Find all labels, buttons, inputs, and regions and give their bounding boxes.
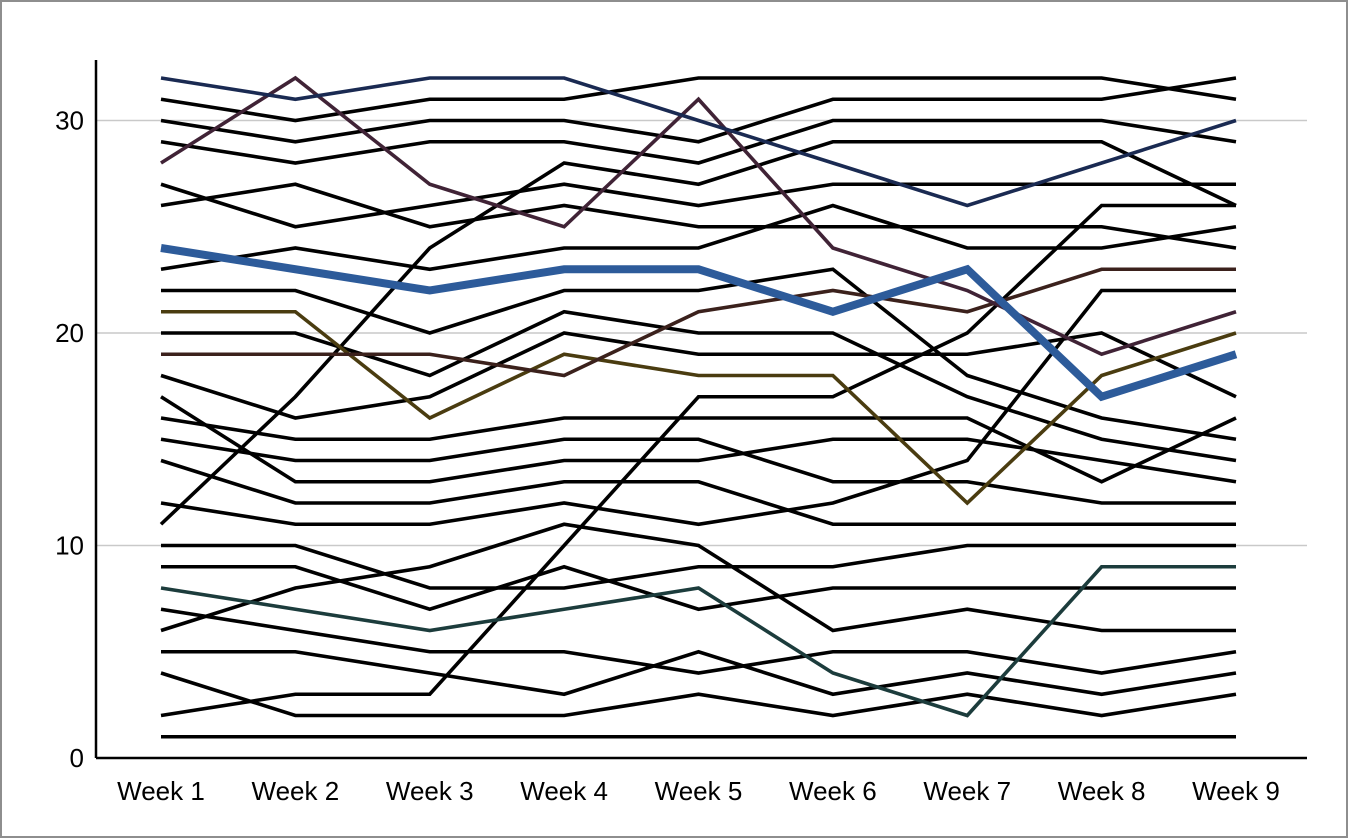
x-tick-label: Week 5 — [655, 776, 743, 806]
series-black-15 — [160, 288, 1236, 527]
x-tick-label: Week 3 — [386, 776, 474, 806]
x-tick-label: Week 9 — [1192, 776, 1280, 806]
series-black-18 — [160, 522, 1236, 633]
x-tick-label: Week 4 — [520, 776, 608, 806]
series-dark-red — [161, 267, 1236, 378]
y-tick-label: 0 — [70, 743, 84, 773]
x-tick-label: Week 6 — [789, 776, 877, 806]
series-black-05 — [160, 182, 1237, 250]
x-tick-label: Week 8 — [1058, 776, 1146, 806]
x-tick-label: Week 7 — [923, 776, 1011, 806]
series-black-11 — [160, 416, 1237, 484]
x-tick-label: Week 2 — [252, 776, 340, 806]
series-highlighted-blue — [160, 244, 1238, 402]
series-olive — [161, 309, 1237, 506]
y-tick-label: 30 — [55, 106, 84, 136]
y-tick-label: 10 — [55, 531, 84, 561]
series-black-10 — [160, 395, 1237, 484]
series-navy — [160, 76, 1237, 208]
series-black-13 — [160, 458, 1236, 527]
series-black-16 — [161, 543, 1236, 590]
series-teal — [160, 564, 1236, 718]
series-black-22 — [160, 203, 1236, 718]
series-black-07 — [161, 267, 1237, 442]
series-maroon — [160, 75, 1237, 357]
series-black-19 — [160, 607, 1237, 675]
x-tick-label: Week 1 — [117, 776, 205, 806]
series-black-04 — [160, 182, 1236, 229]
series-black-03 — [160, 118, 1237, 165]
series-black-12 — [160, 437, 1236, 505]
series-black-21 — [160, 671, 1237, 718]
y-tick-label: 20 — [55, 318, 84, 348]
series-black-06 — [160, 203, 1237, 272]
series-black-09 — [160, 331, 1237, 420]
series-black-02 — [160, 76, 1237, 144]
series-black-20 — [161, 649, 1237, 697]
